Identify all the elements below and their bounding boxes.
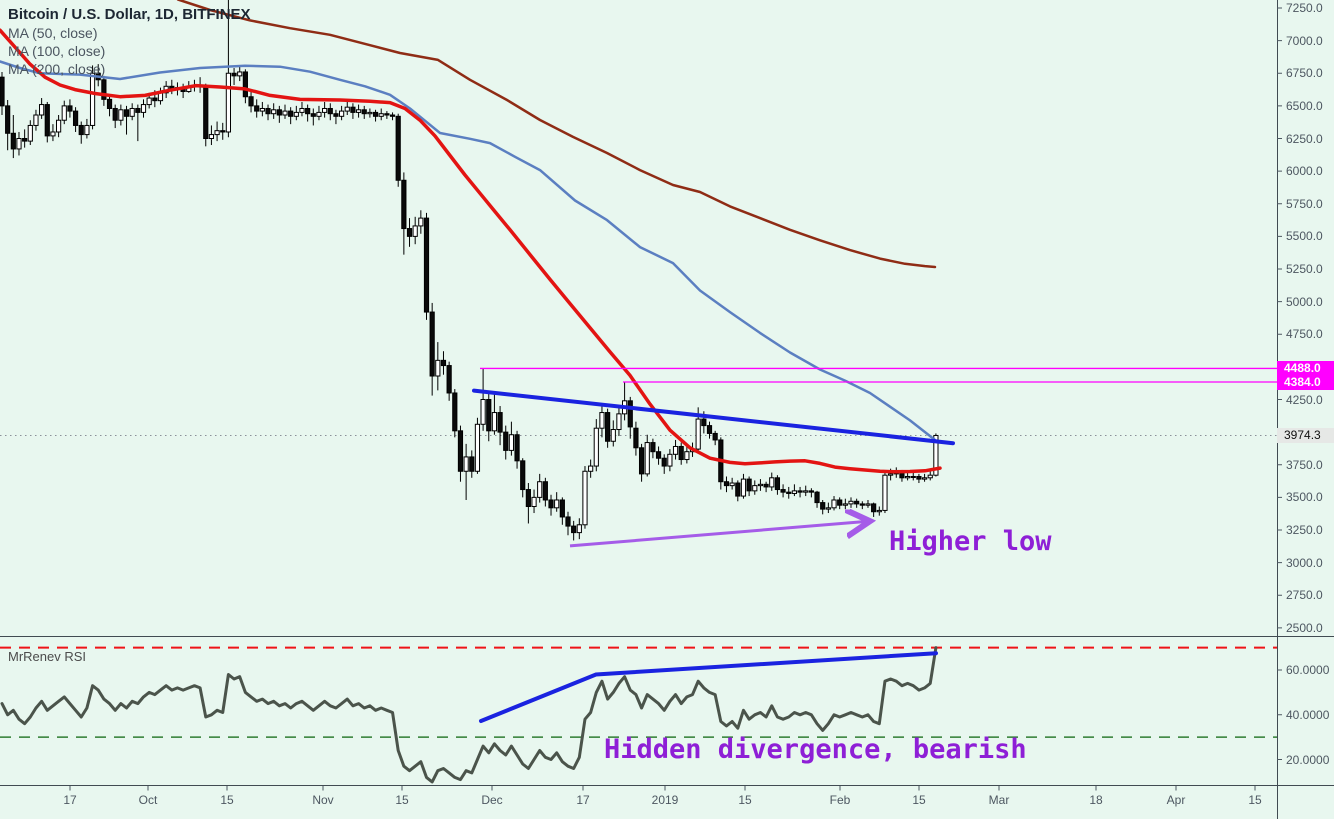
rsi-pane[interactable] [0,646,1277,784]
price-tick-label: 3250.0 [1286,523,1323,537]
time-tick-label: 18 [1089,793,1103,807]
time-tick-label: Feb [829,793,851,807]
time-tick-label: Oct [138,793,158,807]
time-tick-label: 15 [395,793,409,807]
legend-ma200[interactable]: MA (200, close) [8,61,106,77]
time-tick-label: 15 [220,793,234,807]
price-tick-label: 2500.0 [1286,620,1323,635]
price-tick-label: 6500.0 [1286,98,1323,113]
price-tick-label: 5000.0 [1286,294,1323,309]
annotation-higher-low[interactable]: Higher low [889,526,1052,557]
rsi-trendline[interactable] [479,651,938,723]
time-tick-label: Dec [481,793,503,807]
trendline-main[interactable] [472,388,955,446]
rsi-indicator-title[interactable]: MrRenev RSI [8,649,87,664]
rsi-tick-label: 60.0000 [1286,663,1330,677]
time-tick-label: 15 [912,793,926,807]
main-pane[interactable] [0,0,1277,548]
level-label-4488: 4488.0 [1277,360,1334,376]
ma200-line [176,0,937,269]
price-tick-label: 4250.0 [1286,392,1323,407]
time-tick-label: 15 [738,793,752,807]
annotation-hidden-divergence[interactable]: Hidden divergence, bearish [604,734,1027,765]
time-axis[interactable]: 17 Oct 15 Nov 15 Dec 17 2019 15 Feb 15 Mar 18 Apr 15 [0,785,1334,819]
price-tick-label: 3500.0 [1286,490,1323,505]
price-tick-label: 6000.0 [1286,164,1323,179]
price-tick-label: 5250.0 [1286,262,1323,276]
price-tick-label: 5500.0 [1286,229,1323,244]
rsi-line [0,646,938,784]
time-tick-label: 17 [63,793,77,807]
price-tick-label: 3000.0 [1286,555,1323,570]
symbol-legend: Bitcoin / U.S. Dollar, 1D, BITFINEX MA (… [8,5,251,78]
time-tick-label: 2019 [651,793,679,807]
ma50-line [0,28,942,474]
legend-ma100[interactable]: MA (100, close) [8,43,106,59]
rsi-tick-label: 20.0000 [1286,752,1330,767]
level-label-4384: 4384.0 [1277,374,1334,390]
price-tick-label: 2750.0 [1286,588,1323,603]
price-tick-label: 3750.0 [1286,457,1323,472]
price-tick-label: 6250.0 [1286,131,1323,146]
price-tick-label: 6750.0 [1286,66,1323,81]
symbol-title[interactable]: Bitcoin / U.S. Dollar, 1D, BITFINEX [8,6,251,23]
price-tick-label: 7000.0 [1286,33,1323,48]
time-tick-label: 17 [576,793,590,807]
time-tick-label: Apr [1166,793,1186,807]
rsi-tick-label: 40.0000 [1286,707,1330,722]
ma100-line [0,60,939,443]
price-axis[interactable]: 7250.0 7000.0 6750.0 6500.0 6250.0 6000.0 5750… [1277,0,1334,819]
last-price-label: 3974.3 [1277,427,1334,443]
higher-low-arrow[interactable] [569,521,870,548]
price-tick-label: 4750.0 [1286,327,1323,342]
time-tick-label: Nov [312,793,334,807]
legend-ma50[interactable]: MA (50, close) [8,25,98,41]
time-tick-label: Mar [988,793,1010,807]
time-tick-label: 15 [1248,793,1262,807]
price-tick-label: 7250.0 [1286,1,1323,15]
price-tick-label: 5750.0 [1286,196,1323,211]
